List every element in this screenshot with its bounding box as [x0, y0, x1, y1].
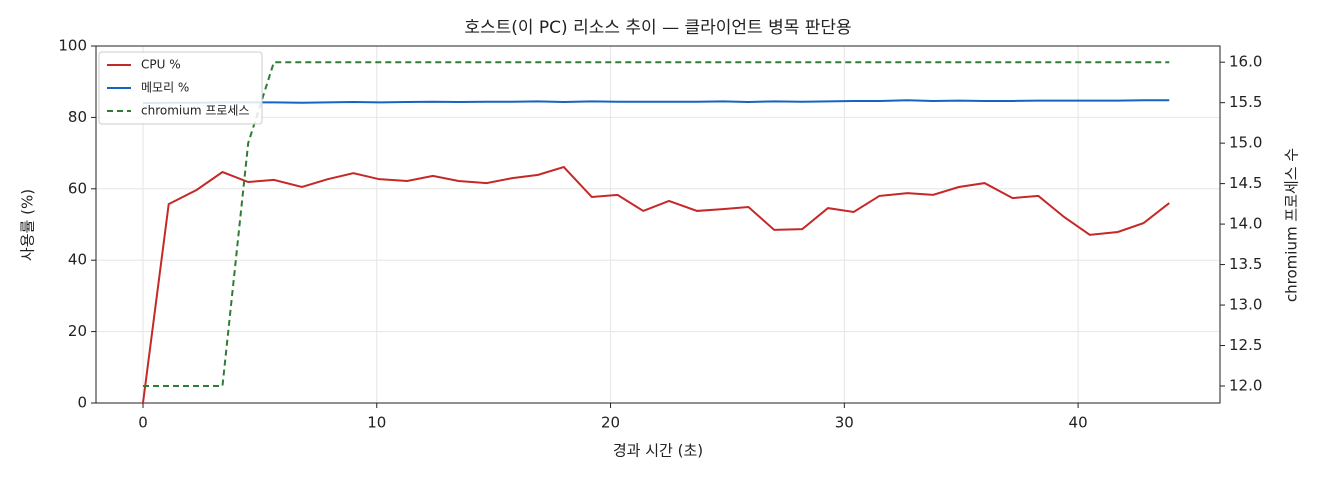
y-tick-label: 20: [68, 322, 87, 340]
series-line: [141, 165, 1170, 404]
series-line: [142, 99, 1170, 105]
legend-label: chromium 프로세스: [141, 104, 250, 118]
x-axis-label: 경과 시간 (초): [613, 442, 703, 460]
y-tick-label: 40: [68, 251, 87, 269]
y2-tick-label: 15.5: [1229, 93, 1262, 111]
legend-label: CPU %: [141, 58, 181, 72]
legend: CPU % 메모리 % chromium 프로세스: [98, 51, 263, 125]
x-tick-label: 40: [1069, 414, 1088, 432]
y2-tick-label: 12.0: [1229, 377, 1262, 395]
y2-tick-label: 16.0: [1229, 53, 1262, 71]
y-tick-label: 0: [77, 394, 87, 412]
x-tick-label: 0: [138, 414, 148, 432]
plot-frame: [95, 45, 1221, 404]
y-tick-label: 80: [68, 108, 87, 126]
y2-tick-label: 15.0: [1229, 134, 1262, 152]
x-tick-label: 30: [835, 414, 854, 432]
y2-tick-label: 14.0: [1229, 215, 1262, 233]
y2-tick-label: 14.5: [1229, 174, 1262, 192]
y-tick-label: 100: [58, 37, 87, 55]
y2-tick-label: 13.5: [1229, 255, 1262, 273]
legend-box: [98, 51, 263, 125]
y-axis-label: 사용률 (%): [19, 189, 37, 261]
y-tick-label: 60: [68, 179, 87, 197]
y2-tick-label: 13.0: [1229, 296, 1262, 314]
y2-tick-label: 12.5: [1229, 336, 1262, 354]
x-tick-label: 20: [601, 414, 620, 432]
x-tick-label: 10: [367, 414, 386, 432]
series-line: [142, 61, 1170, 387]
y2-axis-label: chromium 프로세스 수: [1283, 148, 1301, 302]
legend-label: 메모리 %: [141, 81, 189, 95]
chart-title: 호스트(이 PC) 리소스 추이 — 클라이언트 병목 판단용: [464, 18, 851, 38]
